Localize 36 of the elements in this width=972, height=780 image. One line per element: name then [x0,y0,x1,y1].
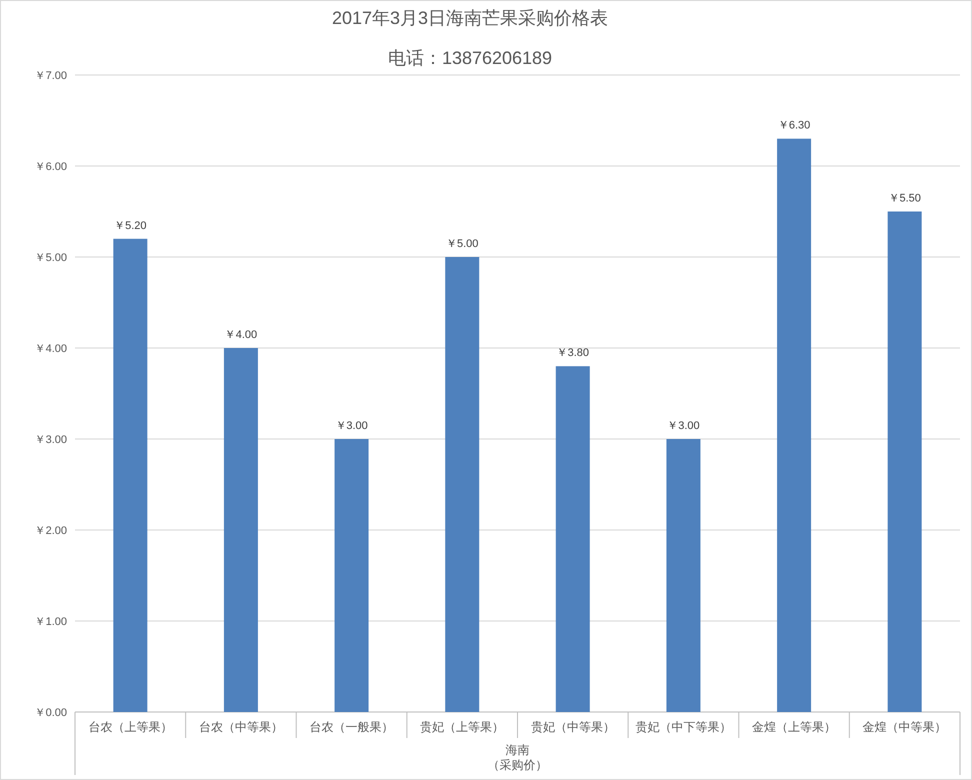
data-label: ￥6.30 [778,120,810,132]
data-label: ￥3.80 [556,347,590,360]
y-tick-label: ￥4.00 [34,343,67,355]
bar [445,257,480,712]
bar [334,439,369,712]
data-label: ￥4.00 [224,329,258,341]
y-tick-label: ￥2.00 [34,525,67,537]
y-tick-label: ￥7.00 [34,70,67,82]
bar [888,212,922,712]
data-label: ￥3.00 [335,420,368,432]
bar [224,348,258,712]
x-tick-label: 台农（一般果） [310,720,394,734]
chart-subtitle: 电话：13876206189 [388,48,552,68]
y-tick-label: ￥0.00 [34,707,67,719]
bar [666,439,700,712]
y-tick-label: ￥6.00 [34,161,67,173]
chart-title: 2017年3月3日海南芒果采购价格表 [332,8,608,28]
y-tick-label: ￥1.00 [34,616,67,628]
x-tick-label: 台农（中等果） [198,720,283,734]
text: （采购价） [488,758,548,772]
x-axis-title: 海南 [506,743,530,757]
x-tick-label: 贵妃（上等果） [420,720,504,734]
y-tick-label: ￥3.00 [34,434,67,446]
data-label: ￥5.50 [888,192,921,204]
bar [777,138,812,712]
data-label: ￥5.20 [114,220,147,232]
x-tick-label: 贵妃（中下等果） [635,720,732,734]
x-tick-label: 金煌（上等果） [752,720,836,734]
data-label: ￥5.00 [446,238,478,250]
x-tick-label: 贵妃（中等果） [530,720,615,734]
y-tick-label: ￥5.00 [34,252,67,264]
bar [556,366,590,712]
x-tick-label: 台农（上等果） [88,720,172,734]
bar [113,238,148,712]
x-tick-label: 金煌（中等果） [862,720,947,734]
data-label: ￥3.00 [667,420,700,432]
